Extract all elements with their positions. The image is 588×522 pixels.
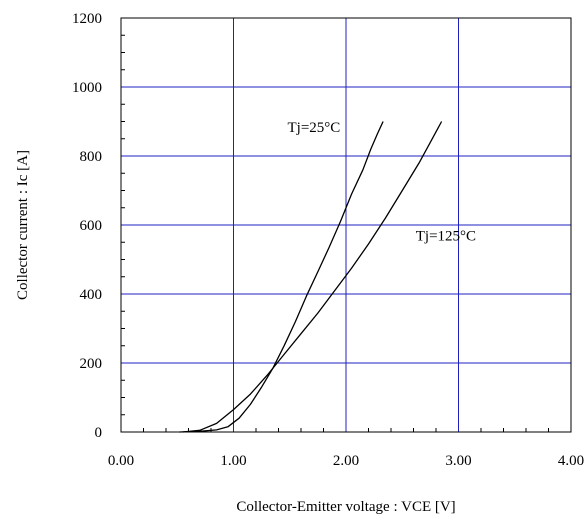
y-axis-label: Collector current : Ic [A]	[15, 150, 31, 300]
x-tick-label: 4.00	[558, 453, 584, 469]
series-label-0: Tj=25°C	[288, 120, 341, 136]
x-tick-label: 3.00	[445, 453, 471, 469]
series-lines	[179, 121, 443, 433]
series-line-0	[179, 121, 384, 433]
x-tick-label: 0.00	[108, 453, 134, 469]
y-tick-label: 1000	[72, 80, 102, 96]
series-line-1	[182, 121, 443, 433]
x-tick-label: 1.00	[220, 453, 246, 469]
y-tick-label: 600	[80, 218, 103, 234]
x-axis-label: Collector-Emitter voltage : VCE [V]	[236, 499, 455, 515]
plot-frame	[120, 17, 572, 433]
y-tick-label: 1200	[72, 11, 102, 27]
grid	[121, 18, 571, 432]
y-tick-label: 200	[80, 356, 103, 372]
y-tick-label: 400	[80, 287, 103, 303]
series-label-1: Tj=125°C	[416, 229, 476, 245]
annotations: Tj=25°C Tj=125°C	[288, 120, 477, 245]
axis-ticks	[121, 34, 549, 432]
tick-labels: 0.00 1.00 2.00 3.00 4.00 0 200 400 600 800 1000 120…	[72, 11, 584, 469]
y-tick-label: 0	[95, 425, 103, 441]
x-tick-label: 2.00	[333, 453, 359, 469]
y-tick-label: 800	[80, 149, 103, 165]
